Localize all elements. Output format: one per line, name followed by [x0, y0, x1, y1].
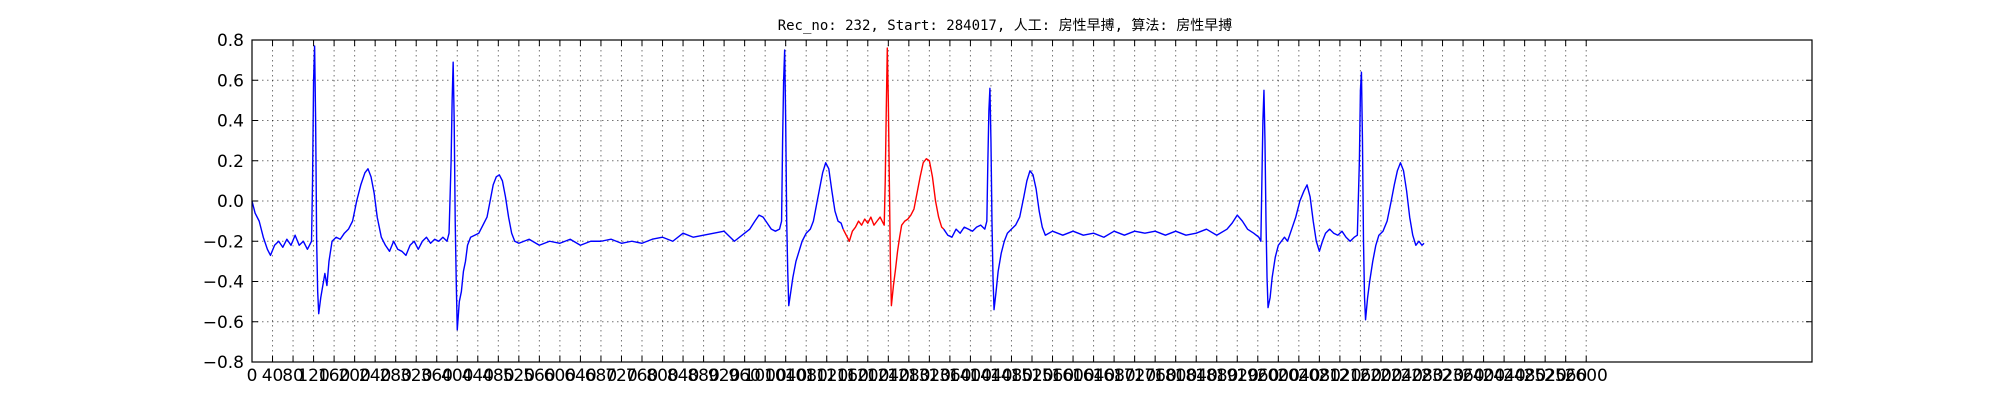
tick-marks	[251, 39, 1812, 363]
y-tick-label: −0.4	[203, 273, 244, 293]
x-tick-label: 600	[544, 366, 576, 386]
x-tick-label: 2080	[1298, 366, 1341, 386]
x-tick-label: 2320	[1421, 366, 1464, 386]
x-tick-label: 160	[318, 366, 350, 386]
x-tick-label: 1600	[1051, 366, 1094, 386]
x-tick-label: 400	[441, 366, 473, 386]
x-tick-label: 1240	[867, 366, 910, 386]
x-tick-label: 1040	[764, 366, 807, 386]
series-layer	[251, 45, 1425, 331]
x-tick-label: 0	[247, 366, 258, 386]
x-tick-label: 480	[482, 366, 514, 386]
x-tick-label: 520	[503, 366, 535, 386]
x-tick-label: 80	[282, 366, 304, 386]
series-line	[943, 71, 1425, 321]
x-tick-label: 1640	[1072, 366, 1115, 386]
x-axis-tick-labels: 0 408012016020024028032036040044048052056…	[247, 366, 1608, 386]
x-tick-label: 1080	[785, 366, 828, 386]
x-tick-label: 1560	[1031, 366, 1074, 386]
x-tick-label: 1680	[1092, 366, 1135, 386]
x-tick-label: 1840	[1175, 366, 1218, 386]
x-tick-label: 240	[359, 366, 391, 386]
x-tick-label: 720	[605, 366, 637, 386]
x-tick-label: 2360	[1441, 366, 1484, 386]
x-tick-label: 1520	[1010, 366, 1053, 386]
x-tick-label: 1120	[805, 366, 848, 386]
x-tick-label: 120	[297, 366, 329, 386]
x-tick-label: 760	[626, 366, 658, 386]
x-tick-label: 920	[708, 366, 740, 386]
x-tick-label: 2440	[1482, 366, 1525, 386]
x-tick-label: 2560	[1544, 366, 1587, 386]
x-tick-label: 320	[400, 366, 432, 386]
x-tick-label: 2280	[1400, 366, 1443, 386]
x-tick-label: 960	[728, 366, 760, 386]
x-tick-label: 2000	[1257, 366, 1300, 386]
x-tick-label: 360	[421, 366, 453, 386]
x-tick-label: 2480	[1503, 366, 1546, 386]
series-line	[842, 47, 945, 307]
x-tick-label: 1320	[908, 366, 951, 386]
y-tick-label: 0.2	[217, 152, 244, 172]
y-tick-label: 0.8	[217, 31, 244, 51]
x-tick-label: 280	[379, 366, 411, 386]
x-tick-label: 1960	[1236, 366, 1279, 386]
x-tick-label: 880	[687, 366, 719, 386]
x-tick-label: 1880	[1195, 366, 1238, 386]
x-tick-label: 1360	[928, 366, 971, 386]
x-tick-label: 200	[338, 366, 370, 386]
x-tick-label: 2240	[1380, 366, 1423, 386]
x-tick-label: 1800	[1154, 366, 1197, 386]
x-tick-label: 1480	[990, 366, 1033, 386]
x-tick-label: 1280	[887, 366, 930, 386]
x-tick-label: 680	[585, 366, 617, 386]
x-tick-label: 40	[262, 366, 284, 386]
x-tick-label: 1400	[949, 366, 992, 386]
x-tick-label: 2600	[1565, 366, 1608, 386]
y-tick-label: 0.0	[217, 192, 244, 212]
x-tick-label: 2200	[1359, 366, 1402, 386]
series-line	[251, 45, 844, 331]
x-tick-label: 560	[523, 366, 555, 386]
x-tick-label: 1760	[1134, 366, 1177, 386]
x-tick-label: 840	[667, 366, 699, 386]
y-tick-label: 0.4	[217, 112, 244, 132]
x-tick-label: 2520	[1524, 366, 1567, 386]
x-tick-label: 800	[646, 366, 678, 386]
x-tick-label: 1000	[744, 366, 787, 386]
x-tick-label: 1200	[846, 366, 889, 386]
grid-lines	[252, 40, 1812, 362]
x-tick-label: 1920	[1216, 366, 1259, 386]
x-tick-label: 1720	[1113, 366, 1156, 386]
x-tick-label: 2120	[1318, 366, 1361, 386]
y-axis-tick-labels: −0.8 −0.6 −0.4 −0.2 0.0 0.2 0.4 0.6 0.8	[203, 31, 244, 373]
x-tick-label: 2160	[1339, 366, 1382, 386]
x-tick-label: 2040	[1277, 366, 1320, 386]
y-tick-label: −0.8	[203, 353, 244, 373]
x-tick-label: 1160	[826, 366, 869, 386]
x-tick-label: 2400	[1462, 366, 1505, 386]
chart-title: Rec_no: 232, Start: 284017, 人工: 房性早搏, 算法…	[778, 17, 1233, 34]
x-tick-label: 1440	[969, 366, 1012, 386]
x-tick-label: 440	[462, 366, 494, 386]
y-tick-label: −0.2	[203, 232, 244, 252]
y-tick-label: −0.6	[203, 313, 244, 333]
x-tick-label: 640	[564, 366, 596, 386]
y-tick-label: 0.6	[217, 71, 244, 91]
